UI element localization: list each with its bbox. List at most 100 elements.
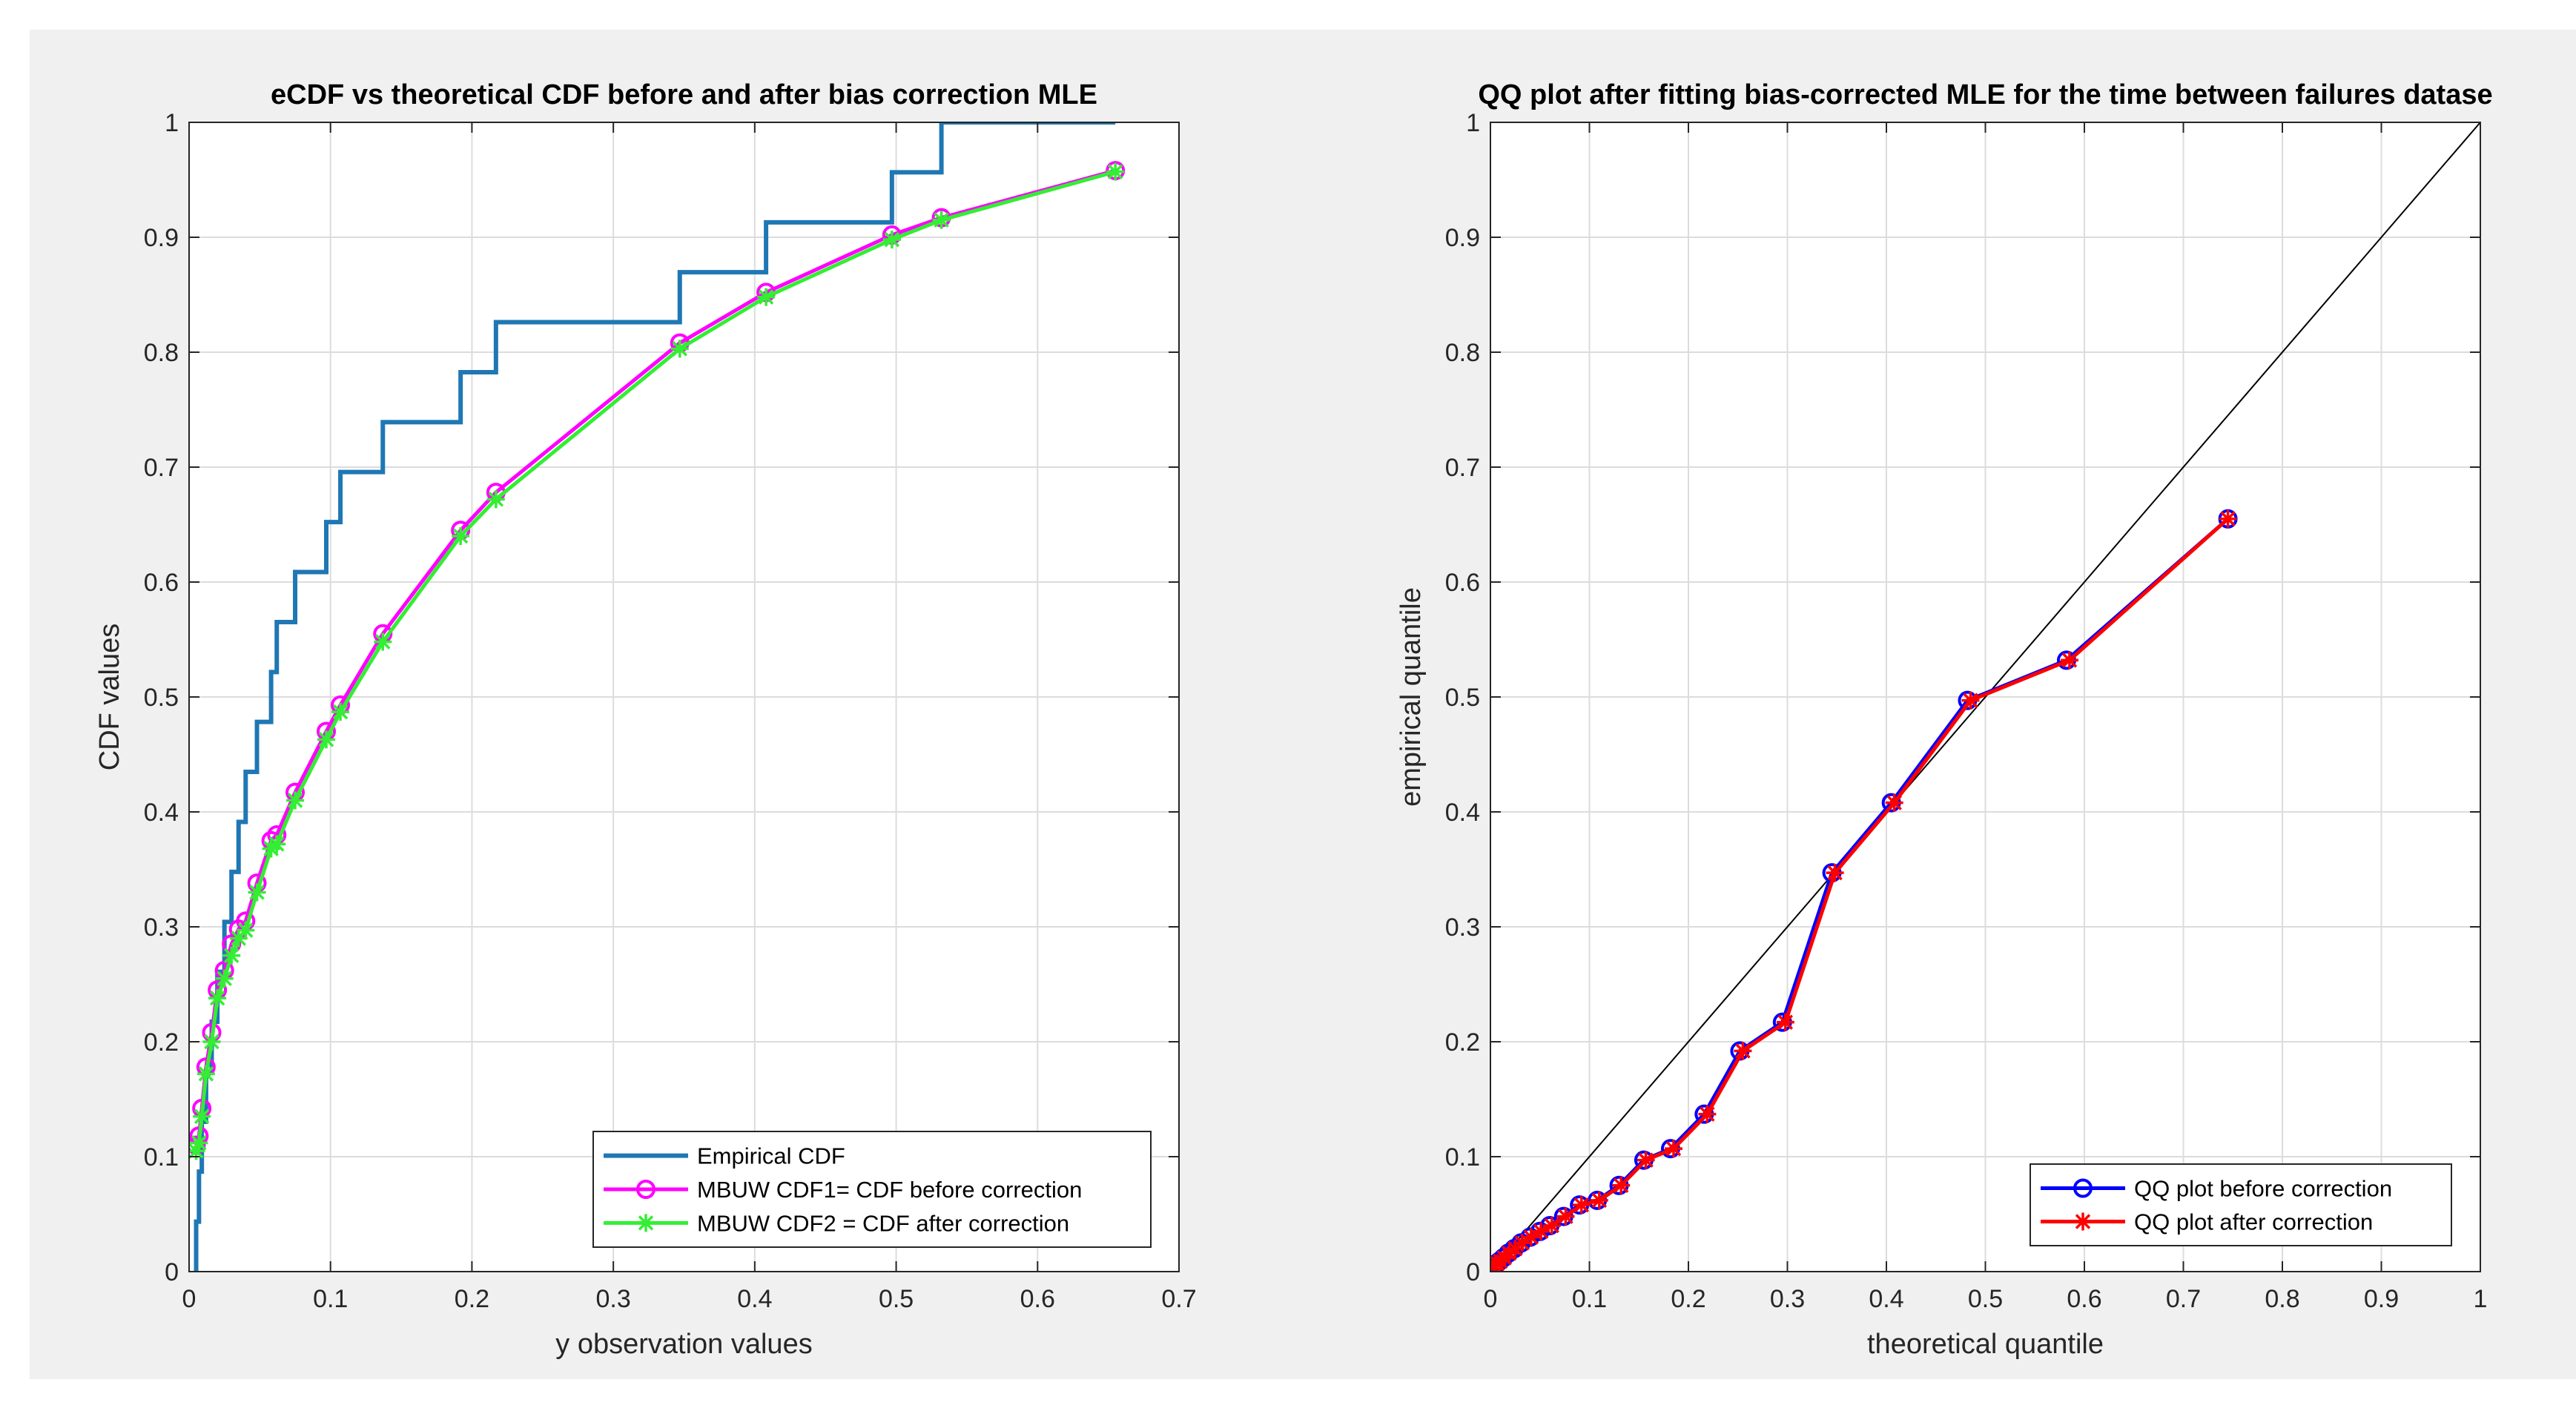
qq-series-1-point: [1698, 1105, 1717, 1123]
qq-series-1-point: [1776, 1013, 1794, 1031]
qq-y-tick-label: 0.5: [1445, 684, 1480, 712]
ecdf-legend-label-1: MBUW CDF1= CDF before correction: [697, 1177, 1082, 1203]
ecdf-legend-marker-2: [637, 1214, 655, 1232]
qq-y-tick-label: 0: [1466, 1258, 1480, 1286]
qq-x-tick-label: 0.4: [1869, 1285, 1903, 1313]
qq-x-tick-label: 0.7: [2166, 1285, 2201, 1313]
ecdf-series-2-point: [757, 288, 776, 306]
qq-series-1-point: [1590, 1191, 1608, 1209]
ecdf-y-tick-label: 0.6: [144, 569, 179, 597]
qq-series-1-point: [1522, 1228, 1540, 1246]
qq-x-tick-label: 0.9: [2364, 1285, 2399, 1313]
qq-legend[interactable]: QQ plot before correction QQ plot after c…: [2030, 1163, 2452, 1246]
qq-series-1-point: [1556, 1207, 1575, 1226]
ecdf-tick-labels: 0 0.1 0.2 0.3 0.4 0.5 0.6 0.7 0 0.1 0.2 0.3 0.4 0.5 0.…: [144, 109, 1197, 1313]
ecdf-x-tick-label: 0.4: [737, 1285, 772, 1313]
qq-plotted-data: [1490, 122, 2480, 1272]
qq-x-tick-label: 0.5: [1968, 1285, 2003, 1313]
ecdf-legend[interactable]: Empirical CDF MBUW CDF1= CDF before corre…: [592, 1131, 1152, 1248]
ecdf-legend-label-0: Empirical CDF: [697, 1143, 845, 1169]
ecdf-y-tick-label: 0.3: [144, 913, 179, 942]
qq-chart: 0 0.1 0.2 0.3 0.4 0.5 0.6 0.7 0.8 0.9 1 0 0.1 0.2 0.3 0…: [1396, 79, 2493, 1360]
qq-legend-box: [2030, 1163, 2452, 1246]
qq-x-tick-label: 1: [2474, 1285, 2488, 1313]
qq-legend-label-0: QQ plot before correction: [2134, 1176, 2392, 1202]
ecdf-y-tick-label: 0.1: [144, 1143, 179, 1172]
qq-series-1-point: [1961, 691, 1980, 710]
qq-tick-labels: 0 0.1 0.2 0.3 0.4 0.5 0.6 0.7 0.8 0.9 1 0 0.1 0.2 0.3 0…: [1445, 109, 2488, 1313]
qq-series-1-point: [1532, 1222, 1550, 1240]
ecdf-y-tick-label: 0.2: [144, 1028, 179, 1057]
ecdf-y-tick-label: 0.7: [144, 454, 179, 482]
ecdf-series-2-point: [189, 1142, 205, 1160]
qq-series-1-point: [1885, 793, 1903, 812]
ecdf-series-2-point: [452, 527, 470, 545]
qq-reference-line: [1490, 122, 2480, 1272]
ecdf-series-2-point: [196, 1065, 215, 1083]
ecdf-legend-items: Empirical CDF MBUW CDF1= CDF before corre…: [604, 1143, 1082, 1236]
ecdf-series-2-point: [208, 989, 227, 1008]
ecdf-y-tick-label: 0.9: [144, 224, 179, 252]
ecdf-legend-marker-1: [636, 1180, 655, 1199]
qq-legend-marker-0: [2073, 1178, 2093, 1198]
qq-x-axis-label: theoretical quantile: [1867, 1329, 2104, 1360]
ecdf-series-2-point: [215, 969, 234, 988]
ecdf-series-2-point: [222, 946, 241, 965]
qq-x-tick-label: 0.6: [2067, 1285, 2101, 1313]
qq-legend-label-1: QQ plot after correction: [2134, 1209, 2373, 1235]
ecdf-series-2-point: [374, 632, 392, 651]
ecdf-series-2-point: [932, 211, 951, 229]
qq-y-tick-label: 0.2: [1445, 1028, 1480, 1057]
ecdf-plot-area: [189, 122, 1126, 1272]
ecdf-x-axis-label: y observation values: [555, 1329, 812, 1360]
ecdf-series-2-point: [317, 730, 335, 749]
qq-y-axis-label: empirical quantile: [1396, 587, 1427, 807]
ecdf-series-2-point: [882, 231, 901, 249]
ecdf-series-2-point: [670, 340, 689, 358]
ecdf-series-2-point: [193, 1107, 211, 1126]
qq-y-tick-label: 0.6: [1445, 569, 1480, 597]
qq-series-1-point: [2060, 651, 2078, 670]
ecdf-x-tick-label: 0.5: [879, 1285, 914, 1313]
qq-y-tick-label: 0.7: [1445, 454, 1480, 482]
ecdf-series-2-point: [190, 1134, 208, 1152]
qq-y-tick-label: 1: [1466, 109, 1480, 137]
qq-y-tick-label: 0.9: [1445, 224, 1480, 252]
qq-y-tick-label: 0.8: [1445, 339, 1480, 367]
qq-series-1-point: [1826, 864, 1844, 882]
qq-legend-items: QQ plot before correction QQ plot after c…: [2041, 1176, 2392, 1235]
ecdf-series-2-point: [486, 490, 505, 509]
qq-y-tick-label: 0.1: [1445, 1143, 1480, 1172]
ecdf-x-tick-label: 0.1: [313, 1285, 348, 1313]
ecdf-series-2-point: [286, 791, 305, 810]
ecdf-series-2-point: [202, 1033, 221, 1051]
qq-plot-area: [1490, 122, 2480, 1272]
qq-x-tick-label: 0: [1484, 1285, 1498, 1313]
qq-series-1-point: [1734, 1042, 1752, 1060]
ecdf-x-tick-label: 0: [182, 1285, 196, 1313]
qq-legend-marker-1: [2074, 1212, 2092, 1231]
ecdf-x-tick-label: 0.3: [596, 1285, 631, 1313]
qq-series-1-point: [1612, 1176, 1631, 1194]
ecdf-y-axis-label: CDF values: [94, 624, 125, 771]
ecdf-plotted-data: [189, 122, 1126, 1272]
ecdf-y-tick-label: 0.8: [144, 339, 179, 367]
qq-series-1-point: [1572, 1196, 1591, 1215]
qq-series-1-point: [1664, 1140, 1682, 1158]
qq-chart-title: QQ plot after fitting bias-corrected MLE…: [1478, 79, 2492, 110]
ecdf-series-2-point: [1106, 162, 1125, 181]
qq-x-tick-label: 0.3: [1770, 1285, 1805, 1313]
ecdf-series-2-point: [229, 929, 248, 948]
ecdf-x-tick-label: 0.6: [1020, 1285, 1055, 1313]
qq-x-tick-label: 0.8: [2265, 1285, 2299, 1313]
qq-series-1-point: [2219, 509, 2237, 528]
ecdf-series-2-point: [331, 703, 350, 721]
qq-series-1-point: [1637, 1151, 1655, 1169]
qq-y-tick-label: 0.4: [1445, 799, 1480, 827]
ecdf-legend-label-2: MBUW CDF2 = CDF after correction: [697, 1210, 1069, 1236]
ecdf-chart-title: eCDF vs theoretical CDF before and after…: [271, 79, 1097, 110]
ecdf-y-tick-label: 0: [165, 1258, 179, 1286]
ecdf-y-tick-label: 0.4: [144, 799, 179, 827]
qq-x-tick-label: 0.1: [1572, 1285, 1607, 1313]
